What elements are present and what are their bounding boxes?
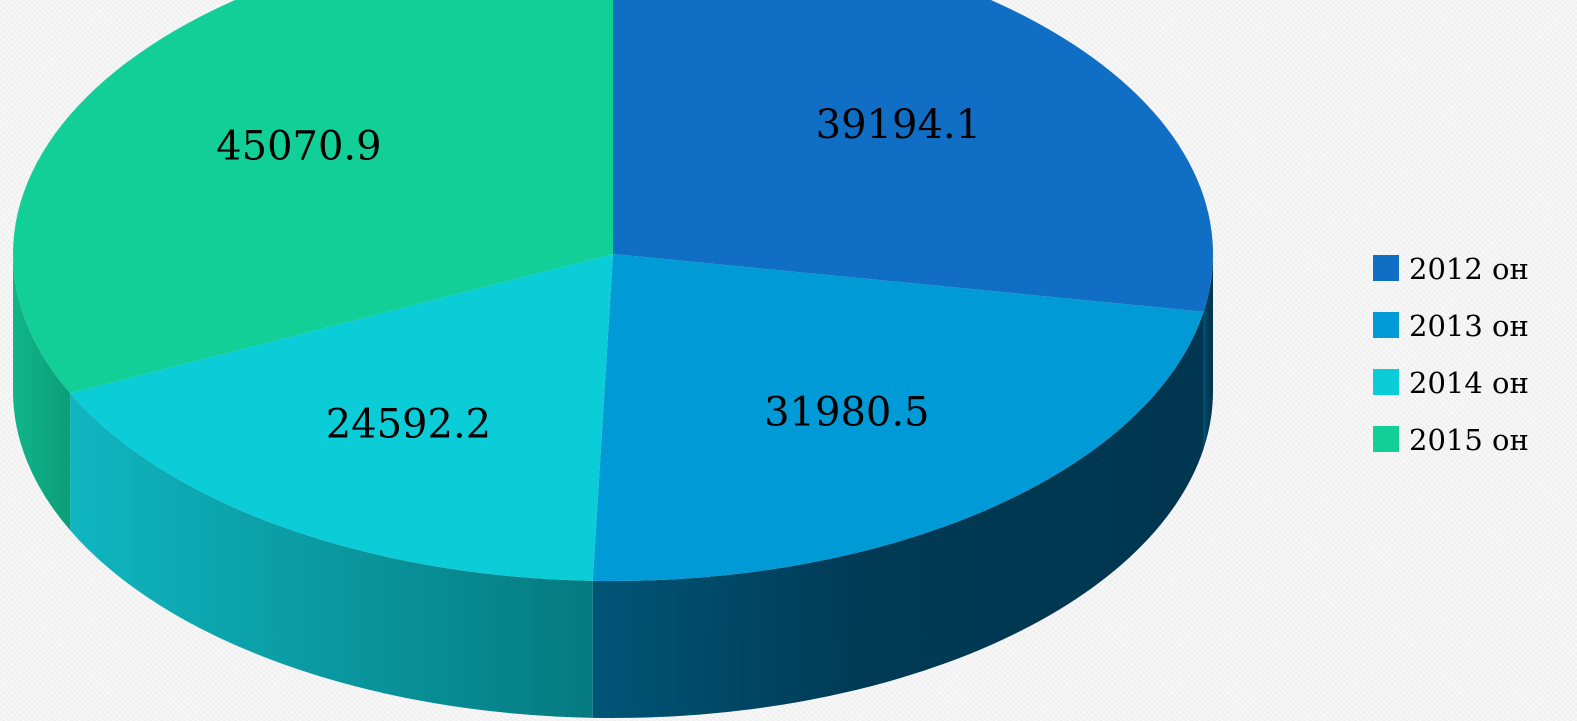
- legend-label: 2013 он: [1409, 309, 1529, 343]
- pie-side-2: [592, 311, 1204, 718]
- legend-item-2: 2013 он: [1373, 309, 1529, 343]
- legend-item-3: 2014 он: [1373, 366, 1529, 400]
- legend-swatch: [1373, 255, 1399, 281]
- legend-item-1: 2012 он: [1373, 252, 1529, 286]
- pie-side-4: [13, 254, 71, 531]
- data-label-4: 45070.9: [216, 123, 381, 169]
- legend-label: 2012 он: [1409, 252, 1529, 286]
- legend-swatch: [1373, 369, 1399, 395]
- data-label-2: 31980.5: [764, 390, 929, 436]
- legend: 2012 он 2013 он 2014 он 2015 он: [1373, 252, 1529, 457]
- legend-swatch: [1373, 312, 1399, 338]
- pie-side-3: [70, 393, 593, 718]
- pie-slice-2: [592, 254, 1204, 581]
- pie-top-layer: [13, 0, 1213, 581]
- data-label-layer: 39194.1 31980.5 24592.2 45070.9: [216, 102, 981, 447]
- legend-swatch: [1373, 426, 1399, 452]
- data-label-3: 24592.2: [326, 401, 491, 447]
- legend-label: 2014 он: [1409, 366, 1529, 400]
- pie-slice-3: [70, 254, 613, 581]
- legend-item-4: 2015 он: [1373, 423, 1529, 457]
- pie-side-1: [1203, 254, 1213, 449]
- data-label-1: 39194.1: [816, 102, 981, 148]
- pie-side-layer: [13, 254, 1213, 718]
- legend-label: 2015 он: [1409, 423, 1529, 457]
- pie-slice-1: [613, 0, 1213, 312]
- pie-slice-4: [13, 0, 613, 394]
